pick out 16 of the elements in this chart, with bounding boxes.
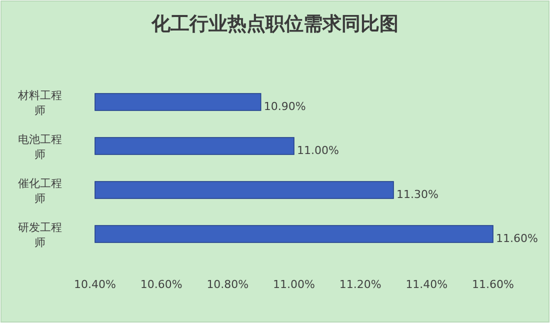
data-label: 11.30% <box>396 188 438 201</box>
x-tick-label: 10.80% <box>206 278 249 291</box>
x-tick-label: 11.60% <box>472 278 514 291</box>
y-tick-label: 材料工程师 <box>17 89 62 117</box>
x-tick-label: 10.60% <box>140 278 182 291</box>
data-label: 11.60% <box>496 232 538 245</box>
x-tick-label: 10.40% <box>74 278 116 291</box>
x-tick-label: 11.00% <box>273 278 315 291</box>
y-tick-label: 电池工程师 <box>18 133 62 161</box>
data-label: 10.90% <box>264 100 306 113</box>
x-tick-label: 11.20% <box>339 278 382 291</box>
y-tick-label: 催化工程师 <box>18 177 62 205</box>
x-tick-label: 11.40% <box>406 278 448 291</box>
chart-title: 化工行业热点职位需求同比图 <box>150 13 398 35</box>
data-label: 11.00% <box>297 144 339 157</box>
y-tick-label: 研发工程师 <box>18 221 62 249</box>
